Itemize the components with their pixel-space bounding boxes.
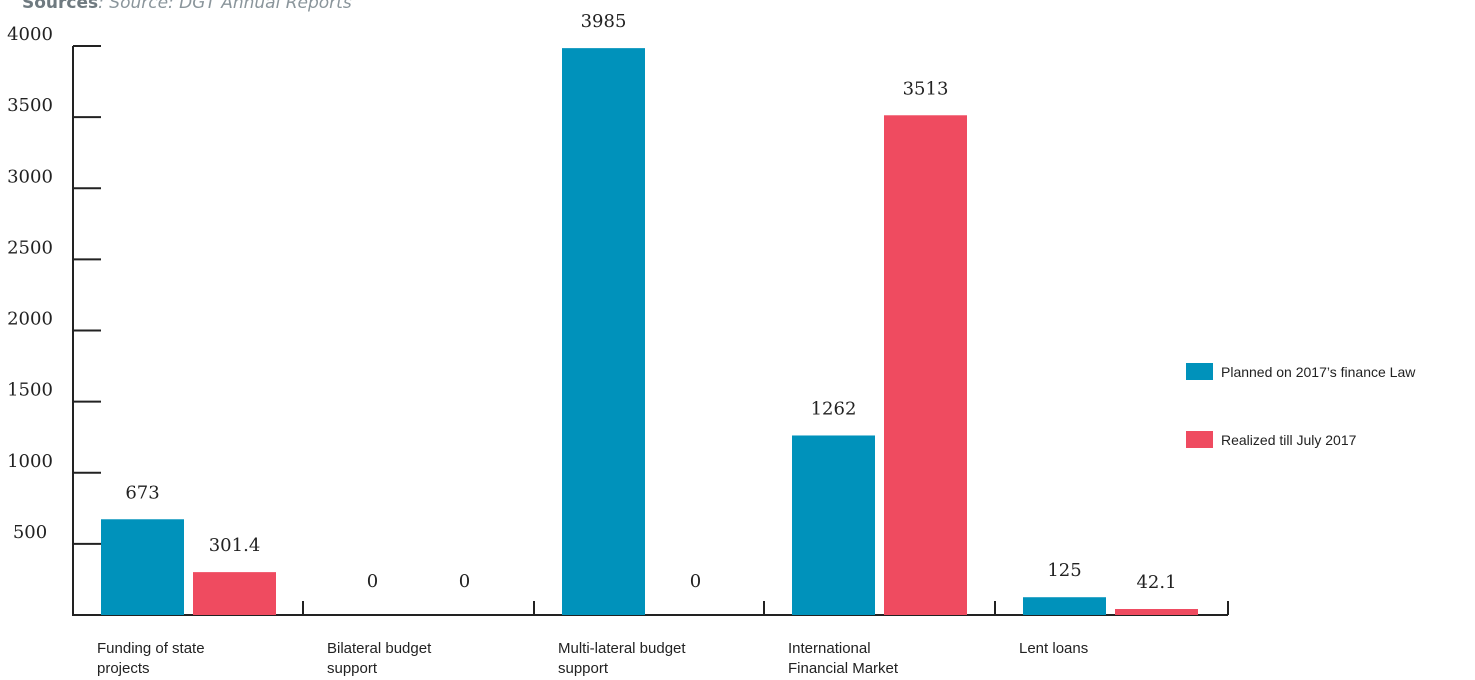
y-tick-label: 3500	[7, 95, 53, 116]
category-label: Funding of state projects	[97, 640, 205, 677]
category-label: Lent loans	[1019, 640, 1088, 657]
category-label: Bilateral budget support	[327, 640, 432, 677]
data-label: 125	[1047, 560, 1081, 581]
data-label: 42.1	[1136, 572, 1176, 593]
bar-realized	[1115, 609, 1198, 615]
data-label: 0	[367, 571, 378, 592]
chart-source-note: Sources: Source: DGT Annual Reports	[22, 0, 352, 13]
bar-realized	[193, 572, 276, 615]
category-label: International Financial Market	[788, 640, 899, 677]
data-label: 301.4	[209, 535, 261, 556]
y-tick-label: 2000	[7, 309, 53, 330]
chart-legend: Planned on 2017’s finance Law Realized ti…	[1186, 363, 1416, 448]
y-tick-label: 3000	[7, 166, 53, 187]
y-tick-label: 1000	[7, 451, 53, 472]
data-label: 1262	[811, 398, 857, 419]
data-label: 0	[459, 571, 470, 592]
legend-swatch	[1186, 363, 1213, 380]
y-tick-label: 500	[13, 522, 47, 543]
data-label: 673	[125, 482, 159, 503]
legend-label: Planned on 2017’s finance Law	[1221, 364, 1416, 380]
legend-label: Realized till July 2017	[1221, 432, 1357, 448]
bar-planned	[101, 519, 184, 615]
bar-realized	[884, 115, 967, 615]
data-label: 3985	[581, 11, 627, 32]
source-label: Sources	[22, 0, 99, 13]
y-axis: 500 1000 1500 2000 2500 3000 3500 4000	[7, 24, 101, 616]
bar-planned	[1023, 597, 1106, 615]
y-tick-label: 2500	[7, 237, 53, 258]
y-tick-label: 4000	[7, 24, 53, 45]
category-label: Multi-lateral budget support	[558, 640, 686, 677]
legend-swatch	[1186, 431, 1213, 448]
data-label: 3513	[903, 78, 949, 99]
source-text: : Source: DGT Annual Reports	[98, 0, 352, 13]
y-tick-label: 1500	[7, 380, 53, 401]
value-labels: 673 0 3985 1262 125 301.4 0 0 3513 42.1	[125, 11, 1176, 593]
data-label: 0	[690, 571, 701, 592]
category-labels: Funding of state projects Bilateral budget…	[97, 640, 1088, 677]
bar-planned	[792, 435, 875, 615]
bar-planned	[562, 48, 645, 616]
bars	[101, 48, 1198, 616]
